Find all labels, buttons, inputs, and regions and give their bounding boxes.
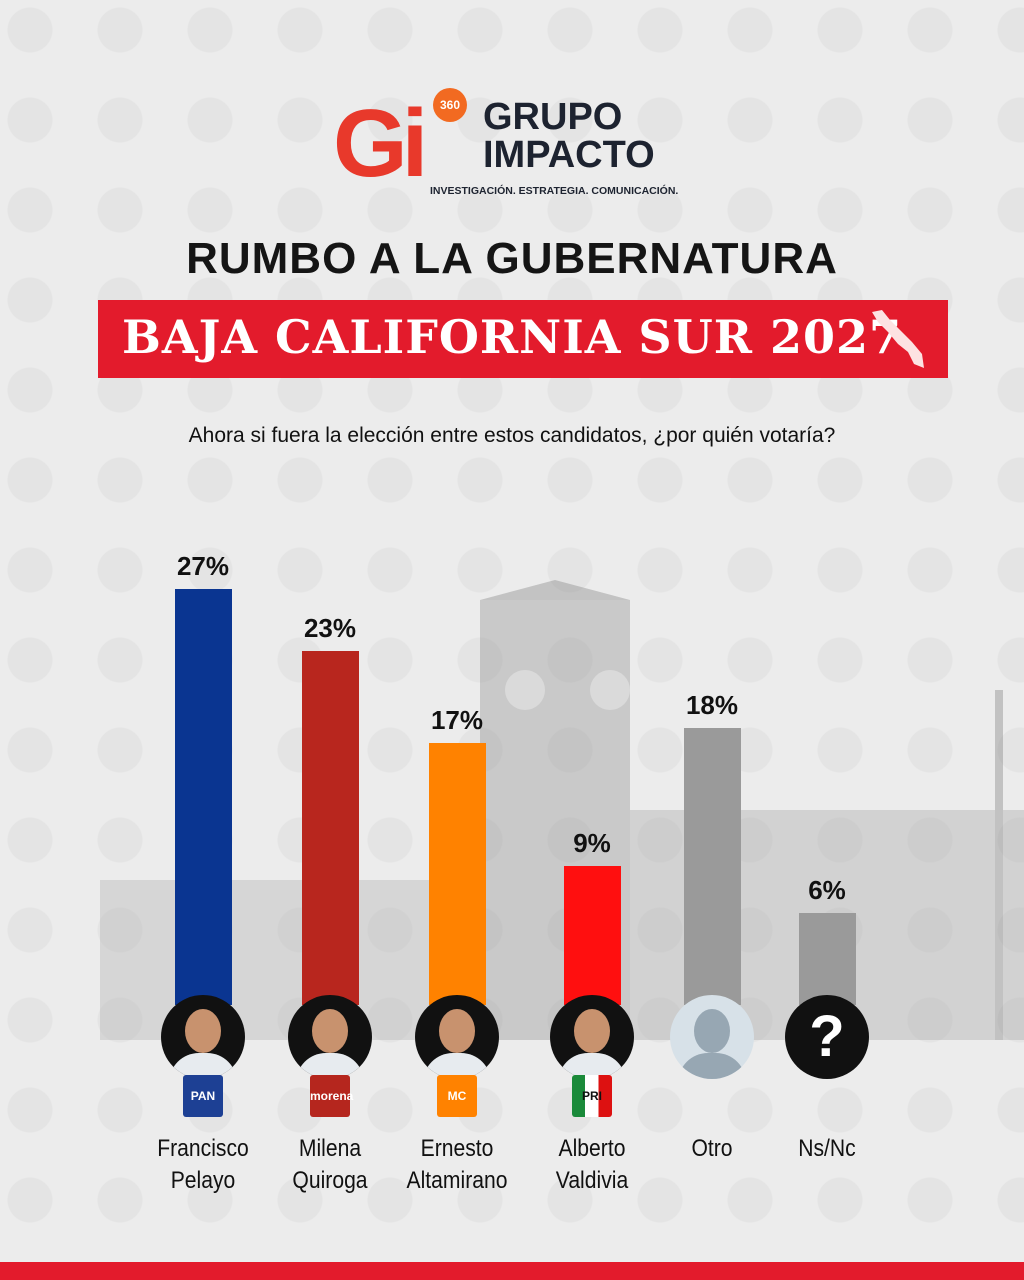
background-building-image bbox=[100, 580, 1024, 1040]
grupo-impacto-logo: Gi 360 GRUPO IMPACTO INVESTIGACIÓN. ESTRA… bbox=[333, 88, 713, 198]
category-label: Ns/Nc bbox=[798, 1135, 856, 1162]
party-logo-morena: morena bbox=[310, 1075, 353, 1117]
logo-mark: Gi bbox=[333, 90, 428, 197]
category-label: Ernesto Altamirano bbox=[406, 1135, 508, 1194]
logo-badge: 360 bbox=[433, 88, 467, 122]
generic-person-icon bbox=[670, 995, 754, 1079]
bar-5 bbox=[799, 912, 856, 1005]
category-label: Milena Quiroga bbox=[292, 1135, 368, 1194]
data-label: 18% bbox=[685, 689, 739, 720]
party-logo-pan: PAN bbox=[183, 1075, 223, 1117]
chart-question: Ahora si fuera la elección entre estos c… bbox=[188, 424, 836, 447]
data-label: 9% bbox=[573, 828, 611, 859]
bottom-bar bbox=[0, 1262, 1024, 1280]
candidate-photo bbox=[415, 995, 499, 1079]
bar-1 bbox=[302, 650, 359, 1005]
party-logo-mc: MC bbox=[437, 1075, 477, 1117]
bar-3 bbox=[564, 866, 621, 1005]
candidate-photo bbox=[288, 995, 372, 1079]
category-label: Otro bbox=[691, 1135, 733, 1162]
party-logo-pri: PRI bbox=[572, 1075, 612, 1117]
page-title: RUMBO A LA GUBERNATURA bbox=[186, 234, 838, 283]
banner-text: BAJA CALIFORNIA SUR 2027 bbox=[122, 310, 903, 364]
category-label: Alberto Valdivia bbox=[555, 1135, 629, 1194]
baja-california-sur-map-icon bbox=[872, 310, 924, 368]
logo-tagline: INVESTIGACIÓN. ESTRATEGIA. COMUNICACIÓN. bbox=[430, 185, 679, 197]
candidate-photo bbox=[161, 995, 245, 1079]
category-label: Francisco Pelayo bbox=[157, 1135, 249, 1194]
data-label: 23% bbox=[303, 612, 357, 643]
candidate-photo bbox=[550, 995, 634, 1079]
title-banner: BAJA CALIFORNIA SUR 2027 bbox=[98, 300, 948, 378]
logo-name: GRUPO IMPACTO bbox=[483, 96, 655, 176]
bar-2 bbox=[429, 743, 486, 1005]
data-label: 6% bbox=[808, 874, 846, 905]
data-label: 17% bbox=[430, 705, 484, 736]
data-label: 27% bbox=[176, 551, 230, 582]
bar-0 bbox=[175, 589, 232, 1005]
bar-4 bbox=[684, 727, 741, 1005]
question-mark-icon: ? bbox=[785, 995, 869, 1079]
